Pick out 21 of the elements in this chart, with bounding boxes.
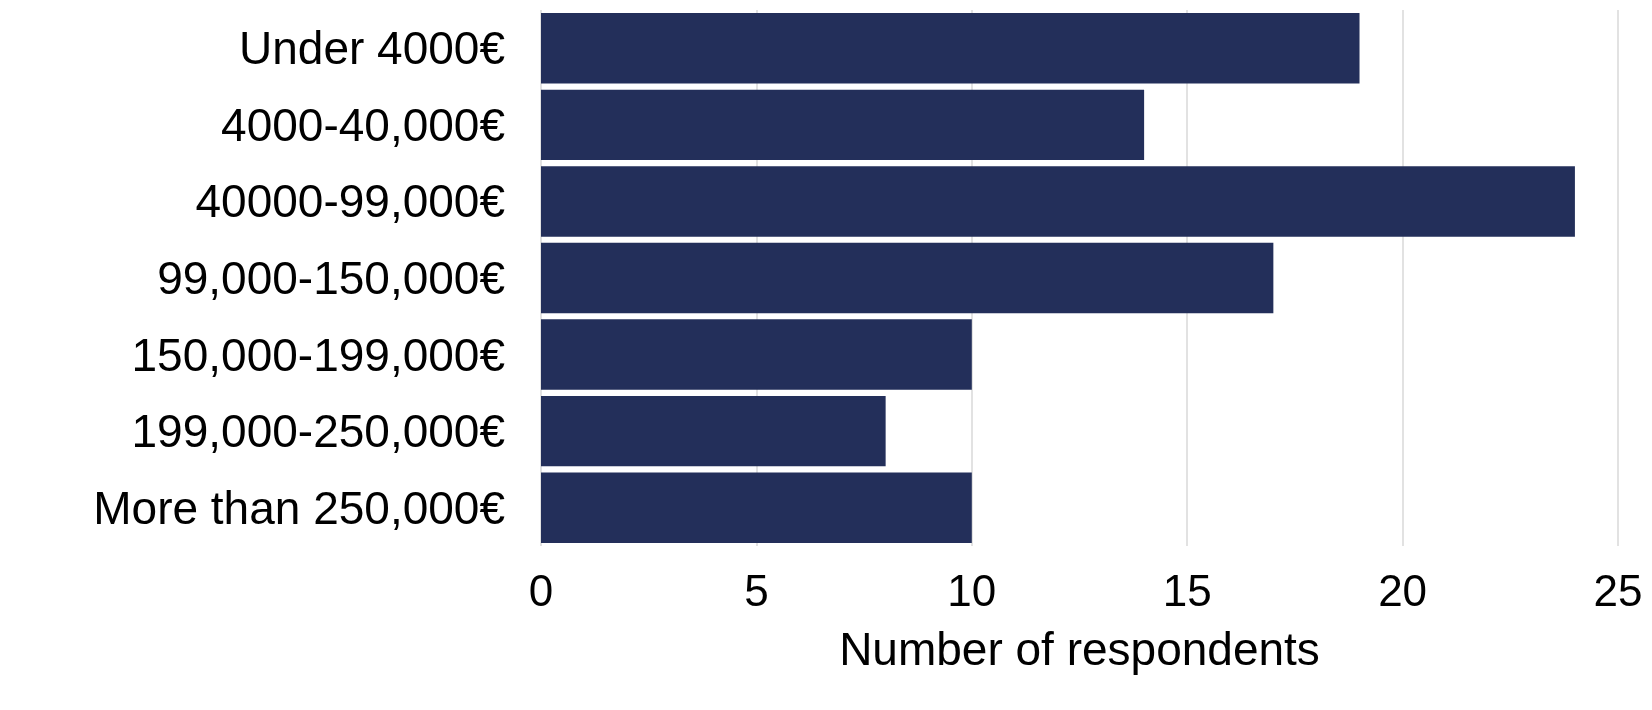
y-tick-label: 4000-40,000€ bbox=[221, 98, 505, 151]
bar bbox=[541, 395, 886, 467]
bar bbox=[541, 89, 1145, 161]
x-tick-label: 25 bbox=[1593, 565, 1643, 615]
x-tick-label: 0 bbox=[528, 565, 554, 615]
bar bbox=[541, 166, 1575, 237]
y-tick-label: Under 4000€ bbox=[239, 22, 505, 75]
x-tick-label: 5 bbox=[744, 565, 769, 615]
x-axis-title: Number of respondents bbox=[839, 623, 1320, 675]
y-tick-label: 99,000-150,000€ bbox=[157, 252, 505, 304]
bar bbox=[541, 13, 1360, 84]
bar bbox=[541, 472, 972, 543]
x-tick-label: 15 bbox=[1162, 565, 1212, 615]
y-tick-label: 150,000-199,000€ bbox=[131, 328, 505, 381]
bar bbox=[541, 242, 1274, 314]
y-tick-label: 199,000-250,000€ bbox=[131, 405, 505, 458]
x-tick-label: 10 bbox=[947, 565, 997, 615]
y-tick-label: 40000-99,000€ bbox=[195, 175, 505, 228]
bar bbox=[541, 319, 972, 390]
x-tick-label: 20 bbox=[1378, 565, 1428, 615]
y-tick-label: More than 250,000€ bbox=[93, 481, 505, 534]
